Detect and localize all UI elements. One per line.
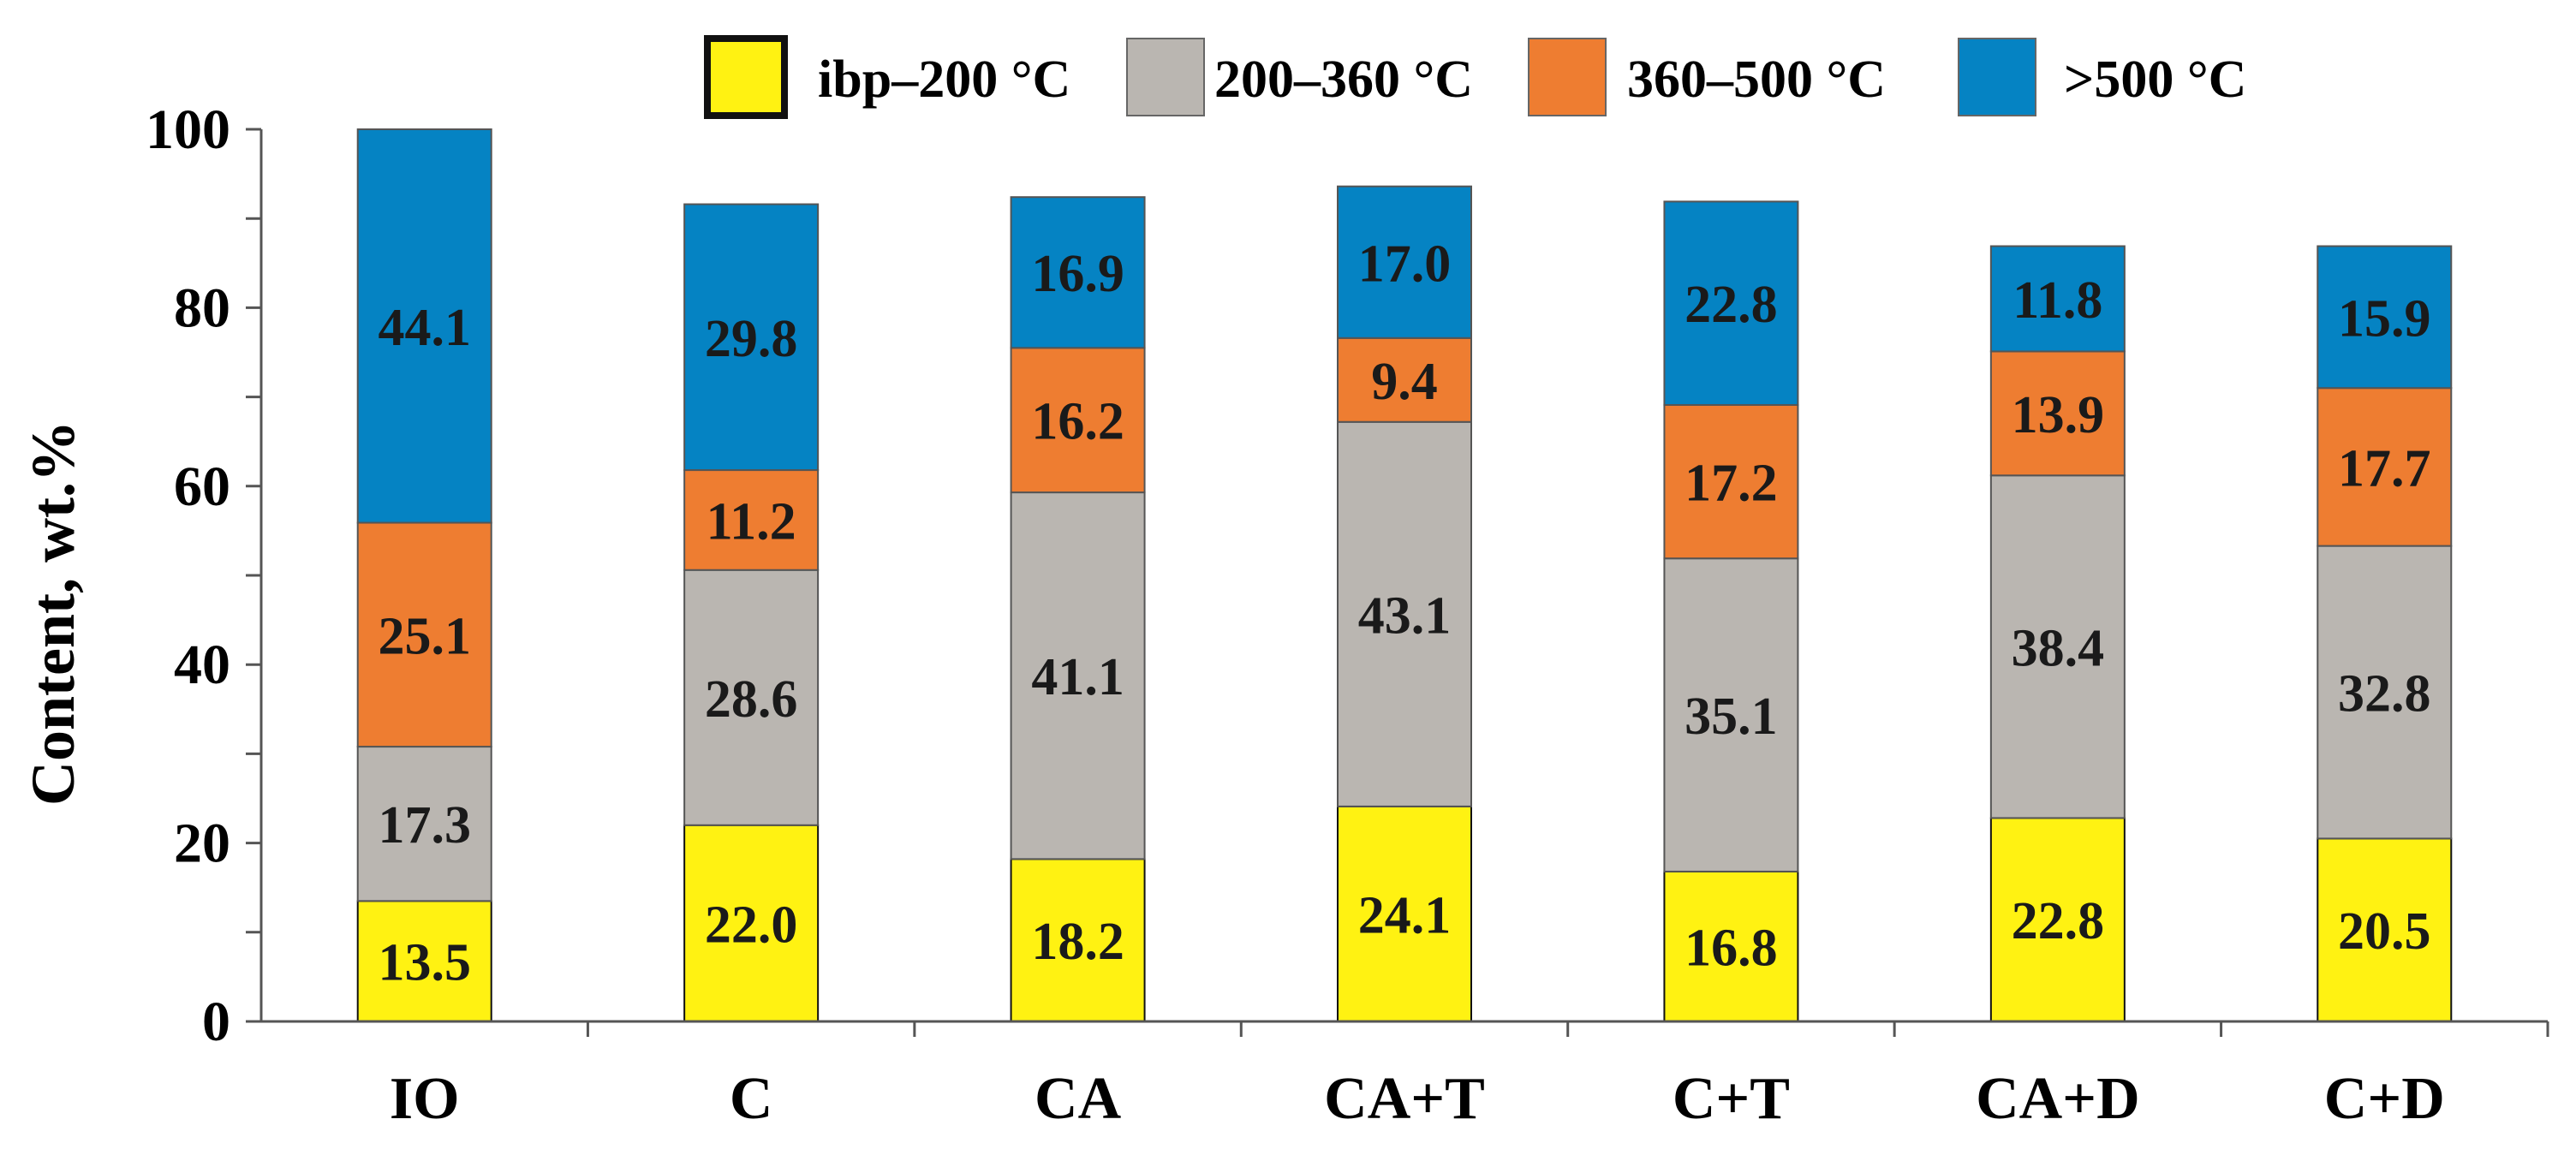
legend-label: ibp–200 °C [818,51,1070,109]
x-axis: IO C CA CA+T C+T CA+D C+D [261,1020,2549,1132]
data-label: 25.1 [378,607,471,665]
legend-swatch [1126,38,1205,116]
bar-segment [1010,491,1146,860]
y-axis-title: Content, wt.% [19,420,87,806]
bar-segment [1989,350,2126,477]
bar-segment [2317,837,2453,1023]
x-tick-label: C+T [1673,1066,1790,1132]
bar-segment [1010,347,1146,494]
y-tick-label: 100 [146,98,230,161]
data-label: 38.4 [2012,619,2105,677]
data-label: 13.9 [2012,386,2105,444]
bar-segment [683,203,820,472]
data-label: 16.2 [1031,393,1124,451]
x-tick-label: CA+T [1324,1066,1485,1132]
x-tick-label: C [730,1066,773,1132]
data-label: 16.8 [1685,919,1778,977]
data-label: 11.8 [2012,271,2102,330]
data-label: 22.8 [1685,276,1778,334]
bar-segment [1337,420,1472,807]
data-label: 17.2 [1685,455,1778,513]
data-label: 24.1 [1358,886,1452,944]
bar-segment [1010,196,1146,349]
legend-swatch [1528,38,1607,116]
bar-segment [2317,387,2453,547]
bar-segment [356,900,492,1022]
y-tick-label: 0 [202,991,230,1053]
y-tick-label: 20 [174,813,230,875]
x-tick-label: C+D [2324,1066,2445,1132]
data-label: 15.9 [2338,289,2431,348]
data-label: 41.1 [1031,648,1124,706]
x-tick-label: CA [1035,1066,1122,1132]
bar-segment [683,469,820,571]
legend-label: >500 °C [2064,51,2246,109]
x-tick-label: IO [390,1066,460,1132]
data-label: 44.1 [378,299,471,357]
bars: 13.5 17.3 25.1 44.1 22.0 28.6 11.2 29.8 18.2 41.1… [356,128,2453,1023]
legend-swatch [704,35,788,119]
data-label: 18.2 [1031,913,1124,971]
bar-segment [1337,336,1472,423]
y-tick-label: 40 [174,634,230,696]
legend-label: 200–360 °C [1214,51,1473,109]
bar-segment [1989,474,2126,819]
data-label: 32.8 [2338,665,2431,723]
data-label: 17.3 [378,796,471,854]
bar-segment [1663,870,1799,1022]
bar-segment [1663,403,1799,560]
data-label: 9.4 [1371,353,1438,411]
legend-swatch [1958,38,2036,116]
bar-segment [1663,557,1799,872]
data-label: 17.0 [1358,235,1452,293]
data-label: 43.1 [1358,586,1452,645]
y-tick-label: 60 [174,455,230,518]
legend: ibp–200 °C 200–360 °C 360–500 °C >500 °C [704,35,2246,119]
data-label: 20.5 [2338,902,2431,961]
bar-segment [683,569,820,826]
data-label: 22.8 [2012,892,2105,950]
data-label: 35.1 [1685,688,1778,746]
legend-label: 360–500 °C [1627,51,1886,109]
x-tick-label: CA+D [1976,1066,2140,1132]
data-label: 17.7 [2338,439,2431,497]
data-label: 11.2 [707,492,796,551]
data-label: 22.0 [705,896,798,954]
bar-segment [1663,200,1799,406]
bar-segment [356,128,492,524]
data-label: 28.6 [705,670,798,729]
bar-segment [1337,185,1472,339]
data-label: 13.5 [378,934,471,992]
data-label: 29.8 [705,310,798,368]
y-tick-label: 80 [174,277,230,339]
bar-segment [2317,245,2453,390]
y-axis: 0 20 40 60 80 100 [146,98,263,1053]
bar-segment [2317,545,2453,840]
bar-segment [1989,245,2126,353]
data-label: 16.9 [1031,245,1124,303]
